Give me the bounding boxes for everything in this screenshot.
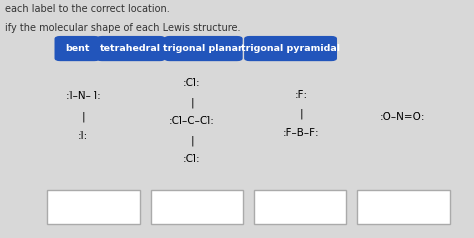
Text: :Ċl̇:: :Ċl̇: xyxy=(183,78,201,88)
Text: :Ȯ–N=Ȯ:: :Ȯ–N=Ȯ: xyxy=(380,112,426,122)
Text: trigonal planar: trigonal planar xyxy=(164,44,243,53)
Text: :Ḟ–B–Ḟ:: :Ḟ–B–Ḟ: xyxy=(283,128,319,138)
FancyBboxPatch shape xyxy=(96,36,165,61)
Text: :Ḟ:: :Ḟ: xyxy=(294,90,308,100)
Text: |: | xyxy=(81,111,85,122)
FancyBboxPatch shape xyxy=(254,190,346,224)
Text: trigonal pyramidal: trigonal pyramidal xyxy=(241,44,340,53)
FancyBboxPatch shape xyxy=(151,190,243,224)
Text: :Ċl̇:: :Ċl̇: xyxy=(183,154,201,164)
Text: each label to the correct location.: each label to the correct location. xyxy=(5,4,170,14)
Text: ify the molecular shape of each Lewis structure.: ify the molecular shape of each Lewis st… xyxy=(5,23,240,33)
Text: |: | xyxy=(190,97,194,108)
FancyBboxPatch shape xyxy=(244,36,337,61)
Text: |: | xyxy=(190,135,194,146)
FancyBboxPatch shape xyxy=(55,36,100,61)
Text: :İ–Ṅ– İ:: :İ–Ṅ– İ: xyxy=(65,91,100,101)
FancyBboxPatch shape xyxy=(164,36,243,61)
FancyBboxPatch shape xyxy=(47,190,140,224)
Text: bent: bent xyxy=(65,44,90,53)
Text: |: | xyxy=(299,109,303,119)
Text: :Ċl̇–C–Ċl̇:: :Ċl̇–C–Ċl̇: xyxy=(169,116,215,126)
FancyBboxPatch shape xyxy=(357,190,450,224)
Text: :İ:: :İ: xyxy=(78,131,88,141)
Text: tetrahedral: tetrahedral xyxy=(100,44,161,53)
